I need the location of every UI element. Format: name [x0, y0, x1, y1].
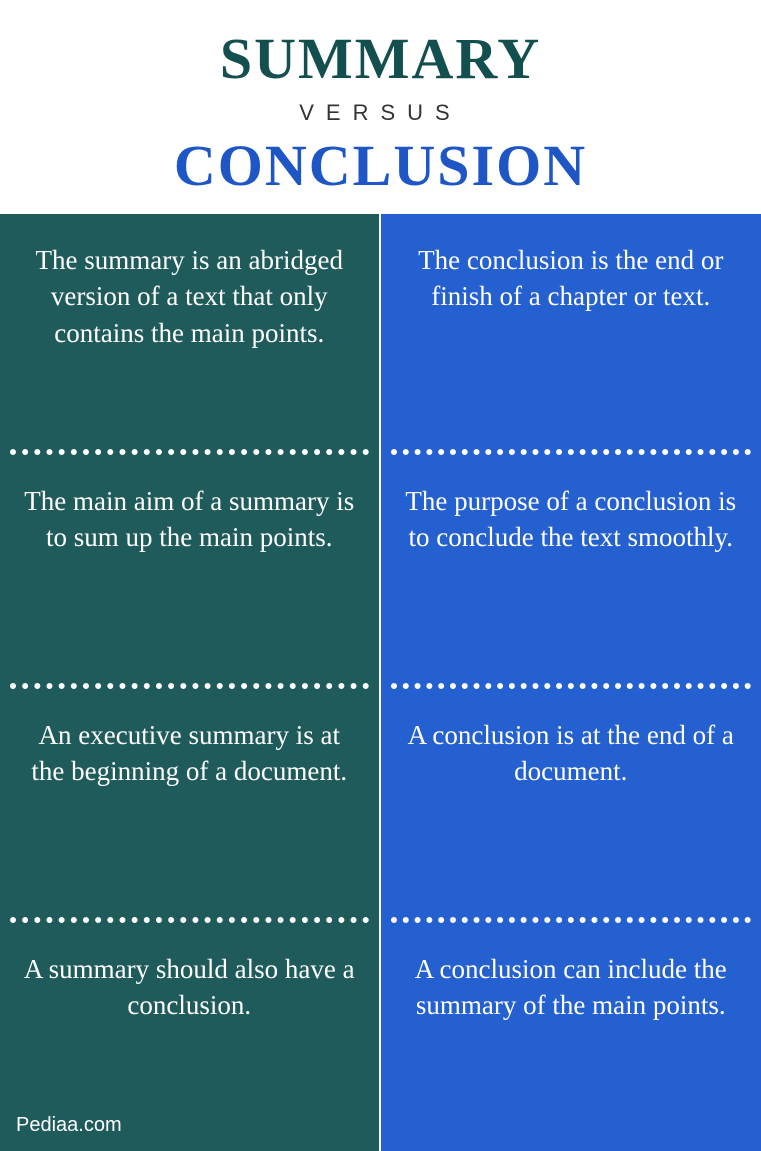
column-conclusion: The conclusion is the end or finish of a…	[381, 214, 761, 1151]
header: SUMMARY VERSUS CONCLUSION	[0, 0, 761, 214]
conclusion-cell-1: The conclusion is the end or finish of a…	[381, 214, 761, 449]
conclusion-cell-2: The purpose of a conclusion is to conclu…	[381, 455, 761, 683]
title-summary: SUMMARY	[20, 25, 741, 92]
versus-label: VERSUS	[20, 100, 741, 126]
conclusion-cell-4: A conclusion can include the summary of …	[381, 923, 761, 1151]
column-summary: The summary is an abridged version of a …	[0, 214, 381, 1151]
source-credit: Pediaa.com	[16, 1114, 122, 1137]
comparison-grid: The summary is an abridged version of a …	[0, 214, 761, 1151]
title-conclusion: CONCLUSION	[20, 132, 741, 199]
summary-cell-3: An executive summary is at the beginning…	[0, 689, 379, 917]
conclusion-cell-3: A conclusion is at the end of a document…	[381, 689, 761, 917]
summary-cell-2: The main aim of a summary is to sum up t…	[0, 455, 379, 683]
summary-cell-1: The summary is an abridged version of a …	[0, 214, 379, 449]
